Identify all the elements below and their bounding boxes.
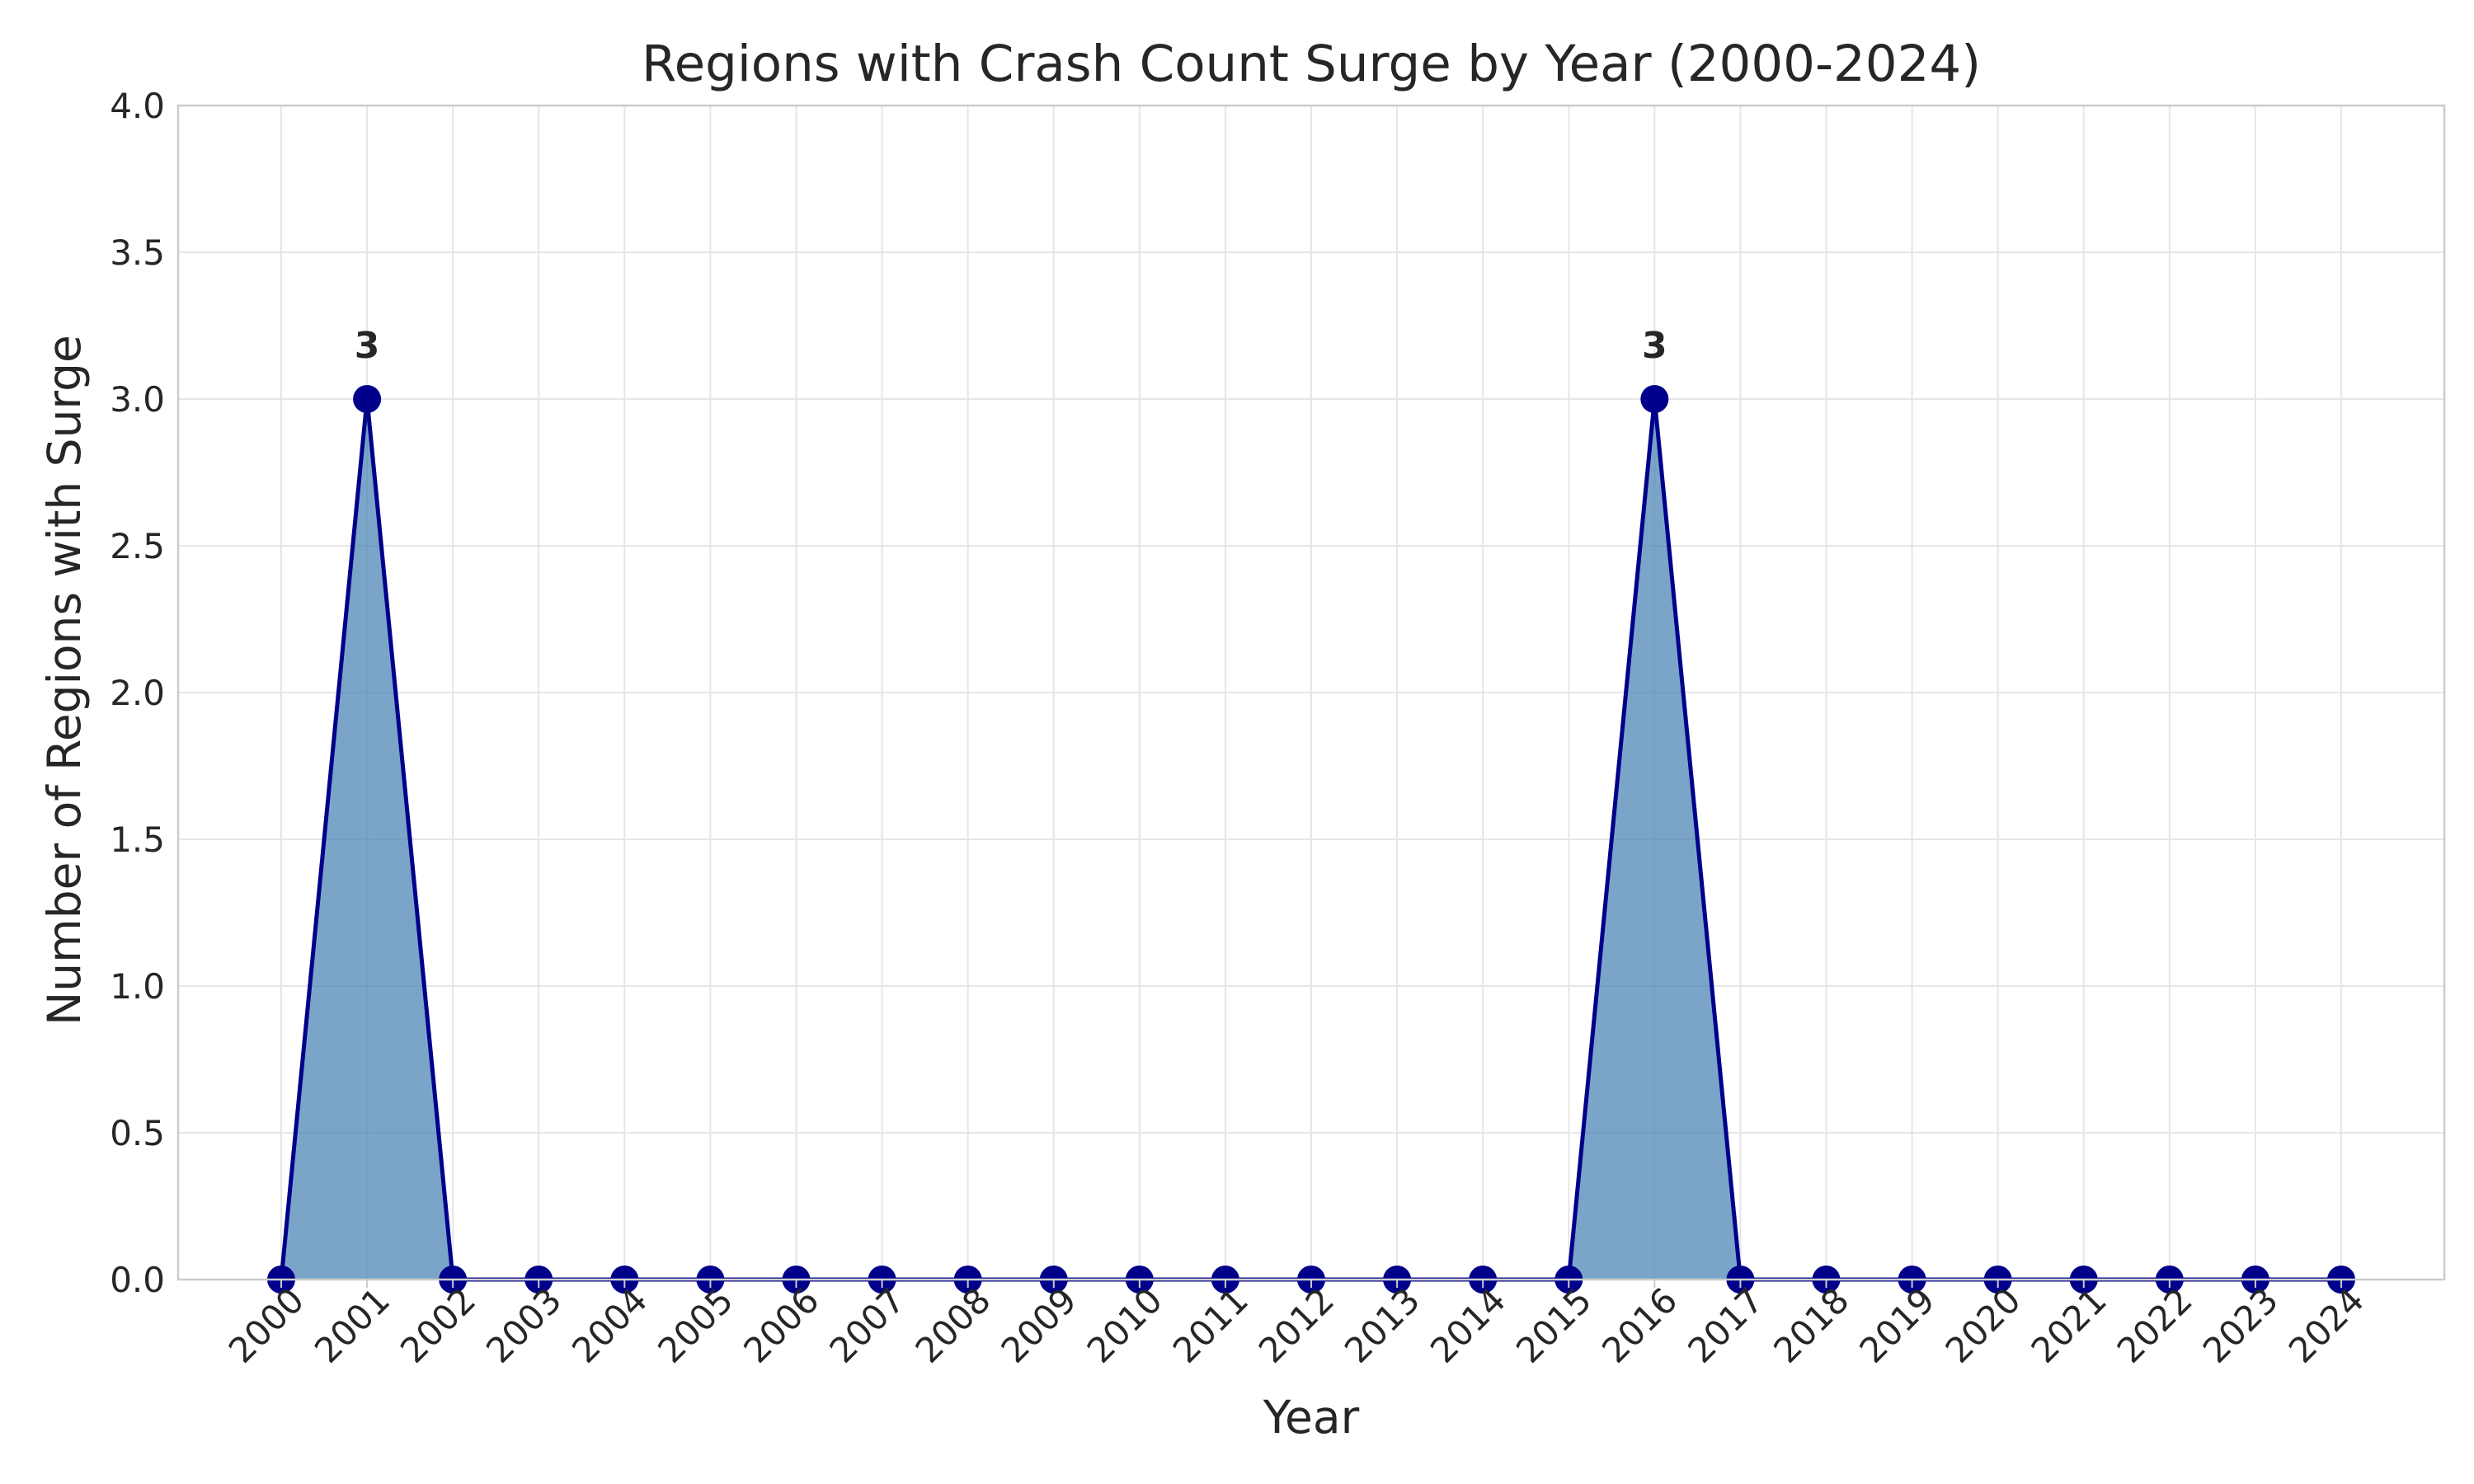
y-tick-label: 2.5: [110, 526, 165, 566]
x-tick-label: 2021: [2024, 1280, 2114, 1370]
x-tick-label: 2016: [1594, 1280, 1685, 1370]
x-tick-label: 2004: [564, 1280, 655, 1370]
y-axis-label: Number of Regions with Surge: [38, 335, 91, 1026]
x-tick-label: 2017: [1680, 1280, 1771, 1370]
data-point-marker: [1640, 385, 1669, 413]
x-tick-label: 2000: [221, 1280, 312, 1370]
x-tick-label: 2006: [736, 1280, 826, 1370]
x-tick-label: 2024: [2281, 1280, 2372, 1370]
y-tick-label: 2.0: [110, 673, 165, 713]
x-tick-label: 2011: [1165, 1280, 1256, 1370]
y-tick-label: 3.0: [110, 379, 165, 420]
y-tick-label: 1.5: [110, 819, 165, 860]
x-tick-label: 2023: [2195, 1280, 2286, 1370]
y-tick-label: 0.5: [110, 1113, 165, 1153]
x-tick-label: 2019: [1851, 1280, 1942, 1370]
x-tick-label: 2022: [2109, 1280, 2200, 1370]
x-tick-label: 2002: [393, 1280, 483, 1370]
x-tick-label: 2012: [1251, 1280, 1342, 1370]
y-tick-label: 1.0: [110, 966, 165, 1007]
x-axis-label: Year: [1263, 1391, 1360, 1444]
x-tick-label: 2020: [1938, 1280, 2029, 1370]
x-axis-ticks: 2000200120022003200420052006200720082009…: [221, 1280, 2372, 1371]
x-tick-label: 2013: [1337, 1280, 1427, 1370]
chart-title: Regions with Crash Count Surge by Year (…: [642, 35, 1981, 93]
x-tick-label: 2015: [1508, 1280, 1599, 1370]
y-axis-ticks: 0.0 0.5 1.0 1.5 2.0 2.5 3.0 3.5 4.0: [110, 86, 165, 1300]
x-tick-label: 2018: [1766, 1280, 1856, 1370]
y-tick-label: 0.0: [110, 1260, 165, 1300]
x-tick-label: 2008: [908, 1280, 999, 1370]
data-value-label: 3: [355, 325, 380, 367]
x-tick-label: 2005: [650, 1280, 741, 1370]
plot-frame: [176, 104, 2446, 1281]
grid-lines: [178, 105, 2444, 1280]
y-tick-label: 3.5: [110, 232, 165, 273]
x-tick-label: 2009: [994, 1280, 1084, 1370]
y-tick-label: 4.0: [110, 86, 165, 126]
x-tick-label: 2014: [1423, 1280, 1513, 1370]
x-tick-label: 2001: [307, 1280, 397, 1370]
data-value-label: 3: [1642, 325, 1667, 367]
x-tick-label: 2010: [1079, 1280, 1170, 1370]
data-point-marker: [353, 385, 382, 413]
x-tick-label: 2007: [821, 1280, 912, 1370]
x-tick-label: 2003: [478, 1280, 569, 1370]
